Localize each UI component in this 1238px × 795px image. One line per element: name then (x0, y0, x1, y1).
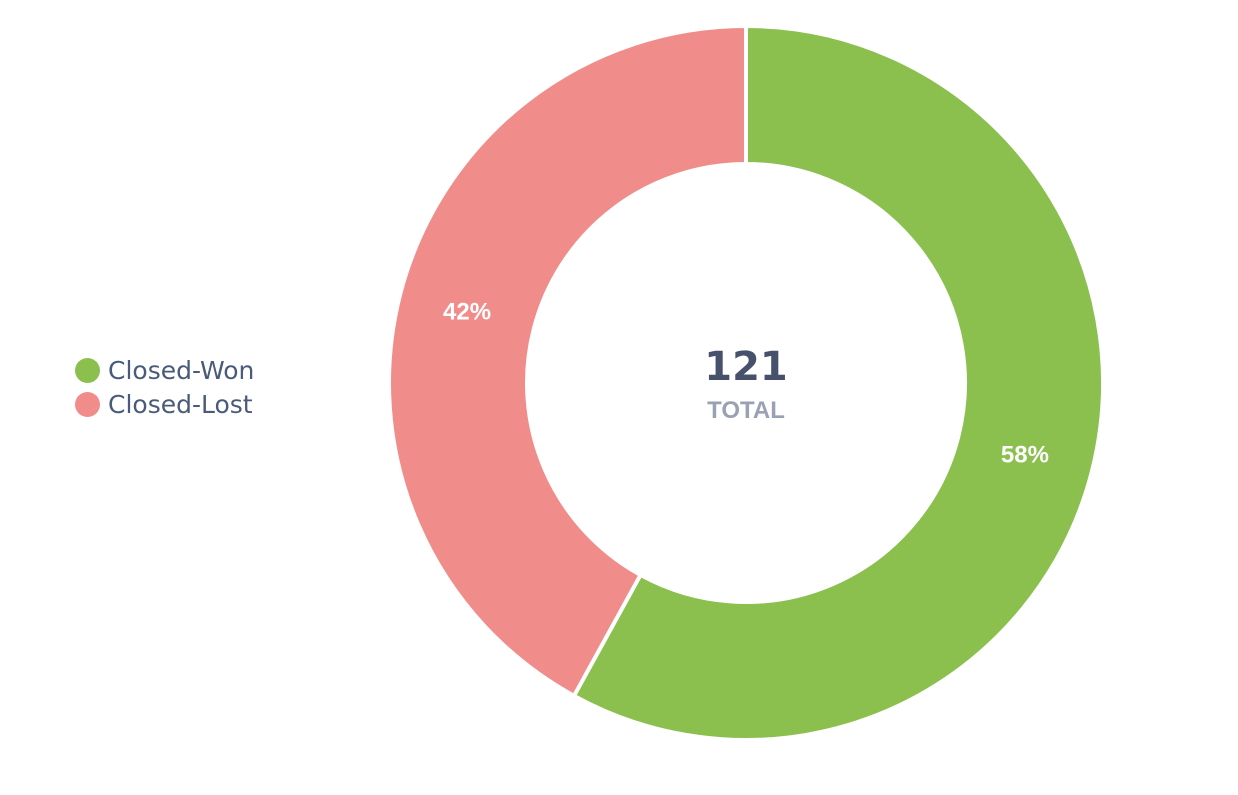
slice-value-label-closed-lost: 42% (443, 298, 491, 325)
legend-label: Closed-Lost (108, 389, 253, 419)
center-total-value: 121 (704, 344, 788, 390)
legend-item-closed-lost[interactable]: Closed-Lost (75, 387, 254, 421)
center-total-caption: TOTAL (707, 397, 785, 424)
legend-swatch-closed-won (75, 357, 100, 383)
legend-swatch-closed-lost (75, 391, 100, 417)
donut-slice-closed-won[interactable] (571, 23, 1105, 742)
legend-item-closed-won[interactable]: Closed-Won (75, 353, 254, 387)
slice-value-label-closed-won: 58% (1001, 442, 1049, 469)
donut-slice-labels: 58% 42% (443, 298, 1049, 468)
donut-slice-closed-lost[interactable] (387, 23, 748, 699)
donut-slices (387, 23, 1105, 742)
chart-legend: Closed-Won Closed-Lost (75, 353, 254, 421)
legend-label: Closed-Won (108, 355, 255, 385)
